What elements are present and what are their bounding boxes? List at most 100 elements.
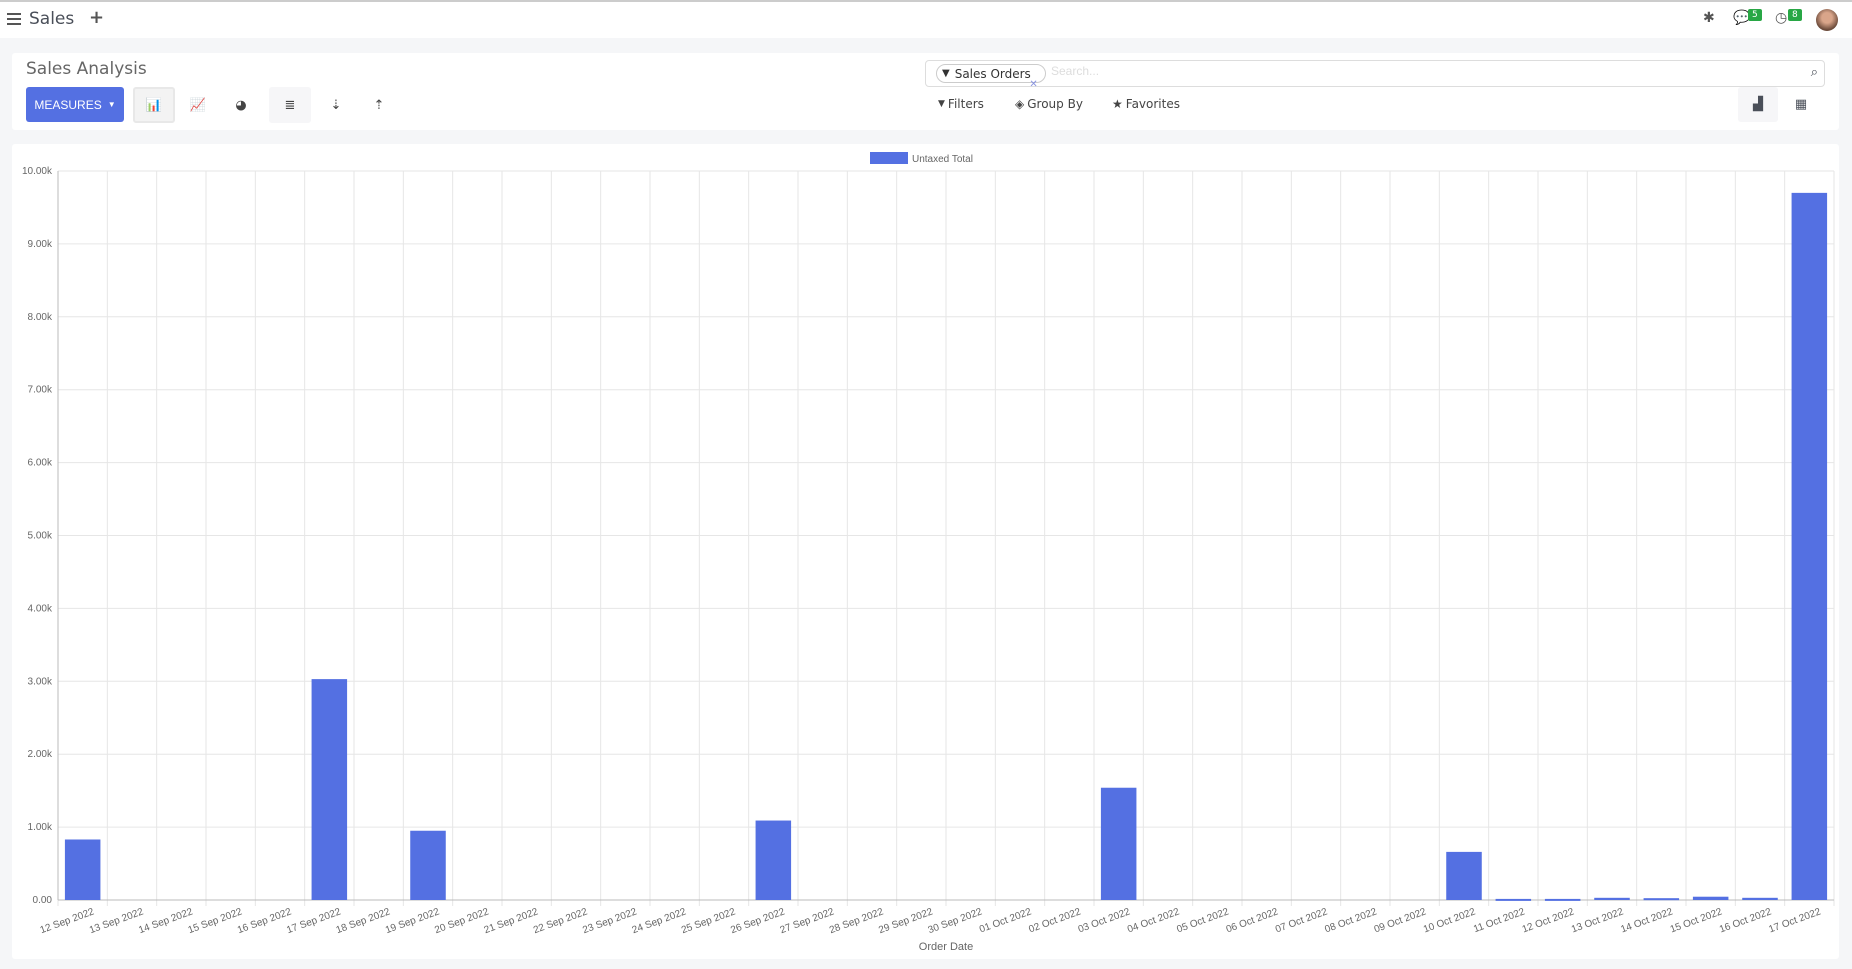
bar — [64, 839, 101, 900]
y-tick-label: 1.00k — [28, 822, 53, 833]
x-tick-label: 07 Oct 2022 — [1274, 906, 1329, 935]
layers-icon: ◈ — [1015, 97, 1025, 111]
chart-card: 0.00 1.00k 2.00k 3.00k 4.00k 5.00k 6.00k 7.00k 8… — [12, 144, 1839, 959]
search-facet[interactable]: ▼ Sales Orders ✕ — [936, 64, 1046, 90]
filter-icon: ▼ — [942, 68, 950, 79]
bar — [1643, 898, 1680, 901]
x-tick-label: 23 Sep 2022 — [581, 906, 638, 936]
activities-count-badge: 8 — [1788, 9, 1802, 21]
x-tick-label: 29 Sep 2022 — [877, 906, 934, 936]
x-tick-label: 12 Sep 2022 — [39, 906, 96, 936]
bar — [1446, 851, 1482, 900]
pie-chart-button[interactable]: ◕ — [220, 87, 262, 123]
search-bar: ▼ Sales Orders ✕ ⌕ — [925, 60, 1825, 90]
x-axis-title: Order Date — [919, 941, 973, 953]
line-chart-icon: 📈 — [189, 97, 207, 113]
x-tick-label: 15 Oct 2022 — [1669, 906, 1724, 935]
x-tick-label: 30 Sep 2022 — [927, 906, 984, 936]
legend-swatch — [870, 152, 908, 164]
new-plus-icon[interactable]: + — [89, 7, 105, 28]
x-tick-label: 04 Oct 2022 — [1126, 906, 1181, 935]
x-tick-label: 05 Oct 2022 — [1175, 906, 1230, 935]
x-tick-label: 13 Oct 2022 — [1570, 906, 1625, 935]
group-by-dropdown[interactable]: ◈ Group By — [1015, 97, 1083, 111]
bar — [1100, 787, 1137, 900]
x-tick-label: 25 Sep 2022 — [680, 906, 737, 936]
y-tick-label: 5.00k — [28, 531, 53, 542]
x-tick-label: 26 Sep 2022 — [729, 906, 786, 936]
user-avatar[interactable] — [1816, 9, 1838, 31]
y-tick-label: 2.00k — [28, 749, 53, 760]
search-icon[interactable]: ⌕ — [1810, 65, 1818, 80]
measures-label: MEASURES — [34, 97, 102, 112]
x-tick-label: 18 Sep 2022 — [335, 906, 392, 936]
y-tick-label: 10.00k — [22, 166, 53, 177]
x-tick-label: 09 Oct 2022 — [1373, 906, 1428, 935]
x-tick-label: 02 Oct 2022 — [1027, 906, 1082, 935]
favorites-label: Favorites — [1125, 97, 1180, 111]
y-tick-label: 9.00k — [28, 239, 53, 250]
y-tick-label: 0.00 — [33, 895, 53, 906]
area-chart-icon: ▟ — [1753, 97, 1763, 112]
remove-facet-icon[interactable]: ✕ — [1029, 79, 1038, 90]
pivot-view-button[interactable]: ▦ — [1781, 87, 1821, 122]
sort-ascending-icon: ⇡ — [373, 97, 385, 113]
top-navbar: Sales + ✱ 💬 5 ◷ 8 — [0, 2, 1852, 38]
search-input[interactable] — [1051, 64, 1751, 78]
bar — [311, 679, 348, 900]
group-by-label: Group By — [1027, 97, 1083, 111]
bar — [1495, 898, 1532, 901]
x-tick-label: 16 Sep 2022 — [236, 906, 293, 936]
y-tick-label: 7.00k — [28, 385, 53, 396]
messages-count-badge: 5 — [1748, 9, 1762, 21]
bar — [1594, 897, 1630, 900]
x-tick-label: 17 Sep 2022 — [285, 906, 342, 936]
filter-icon: ▼ — [938, 99, 945, 109]
y-tick-label: 3.00k — [28, 676, 53, 687]
x-tick-label: 20 Sep 2022 — [433, 906, 490, 936]
x-tick-label: 14 Oct 2022 — [1619, 906, 1674, 935]
sort-descending-icon: ⇣ — [330, 97, 342, 113]
favorites-dropdown[interactable]: ★ Favorites — [1112, 97, 1180, 111]
x-tick-label: 10 Oct 2022 — [1422, 906, 1477, 935]
star-icon: ★ — [1112, 97, 1123, 111]
x-tick-label: 19 Sep 2022 — [384, 906, 441, 936]
stacked-toggle-button[interactable]: ≣ — [269, 87, 311, 123]
x-tick-label: 03 Oct 2022 — [1077, 906, 1132, 935]
graph-view-button[interactable]: ▟ — [1738, 87, 1778, 122]
x-tick-label: 15 Sep 2022 — [187, 906, 244, 936]
x-tick-label: 01 Oct 2022 — [978, 906, 1033, 935]
x-tick-label: 06 Oct 2022 — [1225, 906, 1280, 935]
filters-dropdown[interactable]: ▼ Filters — [938, 97, 984, 111]
line-chart-button[interactable]: 📈 — [177, 87, 219, 123]
caret-down-icon: ▼ — [107, 100, 116, 109]
bar — [755, 820, 792, 900]
hamburger-menu-icon[interactable] — [7, 13, 21, 25]
debug-bug-icon[interactable]: ✱ — [1703, 10, 1715, 26]
legend-label: Untaxed Total — [912, 154, 973, 165]
bar — [1742, 897, 1778, 900]
table-grid-icon: ▦ — [1794, 97, 1808, 112]
sort-ascending-button[interactable]: ⇡ — [358, 87, 400, 123]
filters-label: Filters — [947, 97, 984, 111]
bar-chart-icon: 📊 — [145, 97, 163, 113]
x-tick-label: 28 Sep 2022 — [828, 906, 885, 936]
x-tick-label: 14 Sep 2022 — [137, 906, 194, 936]
bar-chart: 0.00 1.00k 2.00k 3.00k 4.00k 5.00k 6.00k 7.00k 8… — [22, 152, 1835, 953]
x-tick-label: 11 Oct 2022 — [1472, 906, 1527, 935]
database-stack-icon: ≣ — [284, 97, 296, 113]
sort-descending-button[interactable]: ⇣ — [315, 87, 357, 123]
x-tick-label: 12 Oct 2022 — [1521, 906, 1576, 935]
page-title: Sales Analysis — [26, 59, 147, 79]
messages-chat-icon[interactable]: 💬 — [1733, 10, 1751, 26]
x-tick-label: 21 Sep 2022 — [483, 906, 540, 936]
activities-clock-icon[interactable]: ◷ — [1775, 10, 1788, 26]
x-tick-label: 13 Sep 2022 — [88, 906, 145, 936]
bar-chart-button[interactable]: 📊 — [133, 87, 175, 123]
app-name[interactable]: Sales — [29, 9, 75, 29]
pie-chart-icon: ◕ — [235, 97, 247, 113]
bar — [1692, 896, 1729, 900]
measures-dropdown-button[interactable]: MEASURES ▼ — [26, 87, 124, 122]
bar — [1544, 898, 1581, 901]
x-tick-label: 08 Oct 2022 — [1323, 906, 1378, 935]
